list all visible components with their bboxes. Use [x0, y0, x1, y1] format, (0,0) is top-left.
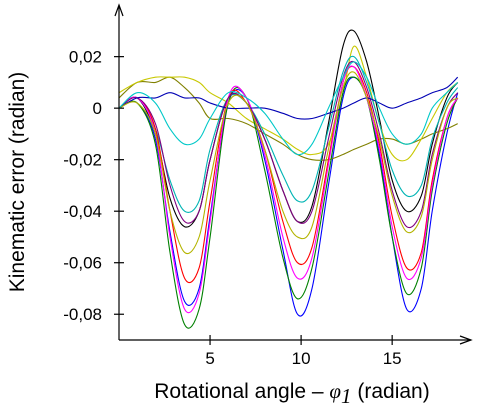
- series-line-3: [119, 77, 458, 160]
- x-tick-label: 15: [383, 349, 402, 368]
- tick-labels: 0,02 0 -0,02 -0,04 -0,06 -0,08 5 10 15: [63, 48, 401, 368]
- series-line-5: [119, 56, 458, 212]
- x-axis-title-symbol: φ: [329, 379, 341, 403]
- series-line-10: [119, 77, 458, 119]
- plot-lines: [119, 30, 458, 328]
- x-axis-title-suffix: (radian): [352, 380, 430, 403]
- x-axis-title: Rotational angle – φ1 (radian): [154, 379, 429, 408]
- y-tick-label: -0,02: [63, 151, 102, 170]
- x-tick-label: 5: [205, 349, 214, 368]
- x-tick-label: 10: [292, 349, 311, 368]
- y-tick-label: 0,02: [69, 48, 102, 67]
- y-tick-label: 0: [93, 99, 102, 118]
- x-axis-title-subscript: 1: [341, 384, 352, 408]
- y-tick-label: -0,04: [63, 202, 102, 221]
- y-axis-title: Kinematic error (radian): [6, 72, 29, 293]
- series-line-12: [119, 62, 458, 155]
- y-tick-label: -0,08: [63, 305, 102, 324]
- y-tick-label: -0,06: [63, 254, 102, 273]
- series-line-6: [119, 77, 458, 328]
- x-axis-title-prefix: Rotational angle –: [154, 380, 329, 403]
